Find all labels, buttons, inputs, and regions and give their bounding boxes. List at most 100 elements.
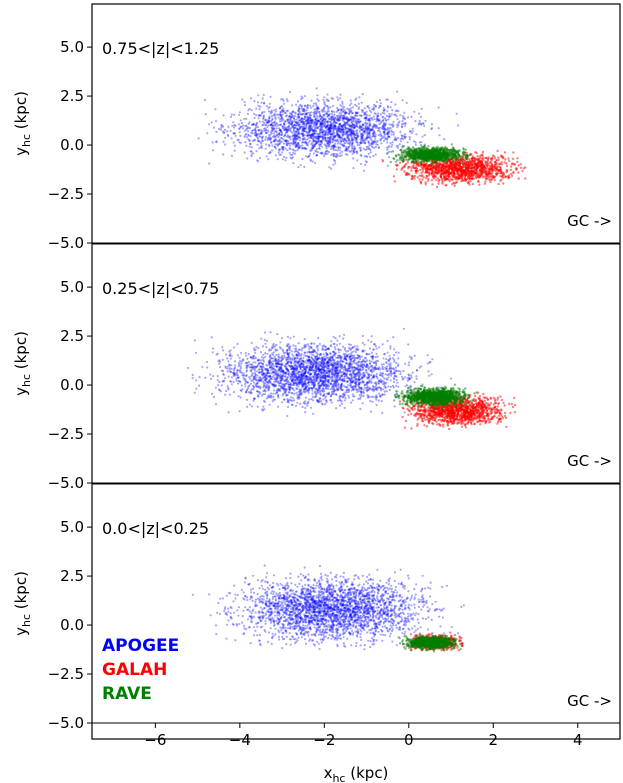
point <box>360 142 363 145</box>
point <box>315 122 318 125</box>
point <box>304 105 307 108</box>
point <box>309 114 313 117</box>
point <box>328 348 331 351</box>
point <box>507 174 511 177</box>
point <box>290 115 293 118</box>
point <box>371 146 374 149</box>
point <box>328 131 331 134</box>
point <box>320 123 323 126</box>
point <box>324 122 327 125</box>
point <box>321 376 325 379</box>
point <box>352 138 355 141</box>
point <box>373 117 376 121</box>
point <box>348 109 351 112</box>
point <box>301 127 305 130</box>
point <box>368 395 371 399</box>
point <box>335 119 338 122</box>
point <box>250 123 253 126</box>
point <box>318 110 321 113</box>
point <box>319 397 322 400</box>
point <box>389 106 392 109</box>
point <box>332 131 335 134</box>
point <box>318 114 322 117</box>
point <box>400 159 404 162</box>
point <box>331 133 334 136</box>
point <box>347 123 351 126</box>
point <box>422 160 426 164</box>
point <box>326 93 329 96</box>
point <box>258 147 261 150</box>
point <box>293 120 297 123</box>
point <box>243 135 246 138</box>
point <box>310 406 313 409</box>
point <box>257 160 260 163</box>
point <box>372 135 376 138</box>
point <box>308 122 311 126</box>
point <box>240 384 243 387</box>
point <box>318 147 321 150</box>
point <box>283 356 286 359</box>
point <box>247 127 250 130</box>
point <box>291 121 294 124</box>
point <box>320 125 323 128</box>
point <box>312 138 315 141</box>
point <box>366 396 369 399</box>
point <box>360 127 363 130</box>
point <box>274 146 277 149</box>
point <box>460 155 463 158</box>
point <box>515 168 518 171</box>
point <box>385 119 388 122</box>
point <box>287 140 290 143</box>
point <box>352 117 355 120</box>
point <box>258 120 261 123</box>
point <box>309 135 312 138</box>
point <box>422 147 426 151</box>
point <box>486 175 490 178</box>
point <box>293 123 296 126</box>
point <box>270 123 273 127</box>
point <box>367 132 370 135</box>
point <box>438 134 441 137</box>
point <box>330 401 333 404</box>
point <box>340 374 343 377</box>
point <box>289 122 292 126</box>
point <box>481 167 484 170</box>
series-galah <box>381 147 527 189</box>
point <box>294 124 297 127</box>
point <box>342 128 345 131</box>
point <box>303 122 306 125</box>
point <box>290 119 293 123</box>
point <box>312 134 315 137</box>
point <box>303 346 306 349</box>
point <box>267 107 270 110</box>
point <box>373 125 376 128</box>
point <box>338 127 341 130</box>
point <box>470 173 473 176</box>
point <box>368 118 371 121</box>
point <box>406 141 409 144</box>
point <box>254 129 257 132</box>
point <box>382 123 385 126</box>
point <box>339 122 342 125</box>
point <box>445 169 448 172</box>
point <box>358 378 361 381</box>
point <box>477 160 481 163</box>
point <box>312 140 315 143</box>
point <box>320 136 323 139</box>
point <box>320 145 323 148</box>
point <box>302 129 305 132</box>
point <box>363 343 366 346</box>
point <box>345 149 348 152</box>
point <box>245 127 248 130</box>
point <box>377 146 380 149</box>
point <box>254 131 257 134</box>
point <box>505 162 508 165</box>
point <box>290 350 293 353</box>
point <box>317 137 320 141</box>
point <box>382 136 385 139</box>
point <box>284 115 288 118</box>
point <box>311 381 315 384</box>
point <box>293 142 296 145</box>
point <box>364 119 368 122</box>
point <box>345 130 348 133</box>
